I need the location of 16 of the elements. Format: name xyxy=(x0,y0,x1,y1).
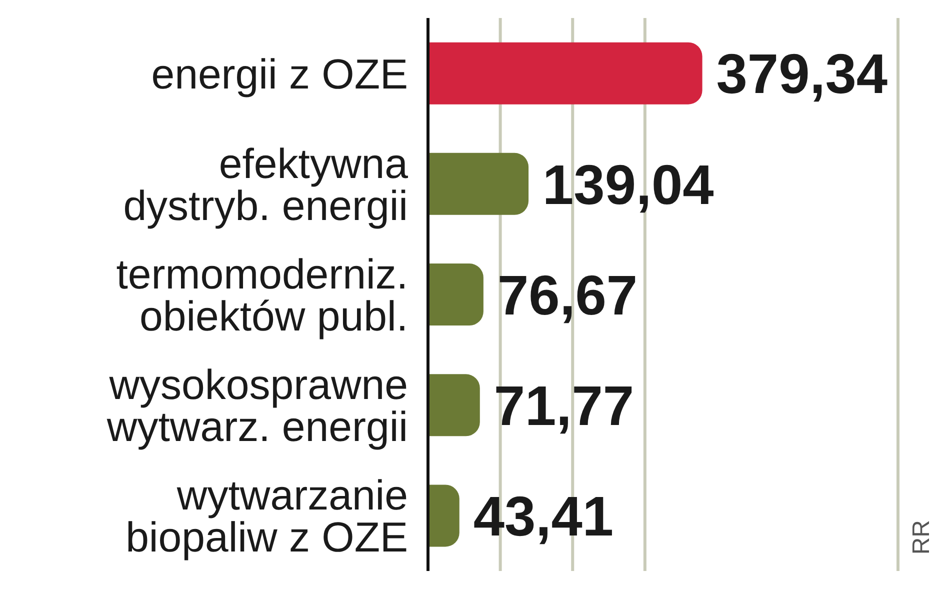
y-tick-label: wytwarzanie biopaliw z OZE xyxy=(126,471,408,560)
data-label: 71,77 xyxy=(494,374,634,438)
bar xyxy=(428,42,702,104)
data-label: 379,34 xyxy=(716,42,888,106)
text: RR xyxy=(908,520,936,555)
bar xyxy=(428,152,529,215)
bar xyxy=(428,374,480,436)
bar xyxy=(428,484,460,547)
bar xyxy=(428,264,484,326)
data-label: 76,67 xyxy=(497,263,638,326)
y-tick-label: termomoderniz. obiektów publ. xyxy=(116,250,408,339)
data-label: 139,04 xyxy=(542,152,714,216)
y-tick-label: energii z OZE xyxy=(151,50,408,97)
y-tick-label: efektywna dystryb. energii xyxy=(123,139,409,228)
data-label: 43,41 xyxy=(473,484,614,548)
y-tick-label: wysokosprawne wytwarz. energii xyxy=(106,360,408,450)
